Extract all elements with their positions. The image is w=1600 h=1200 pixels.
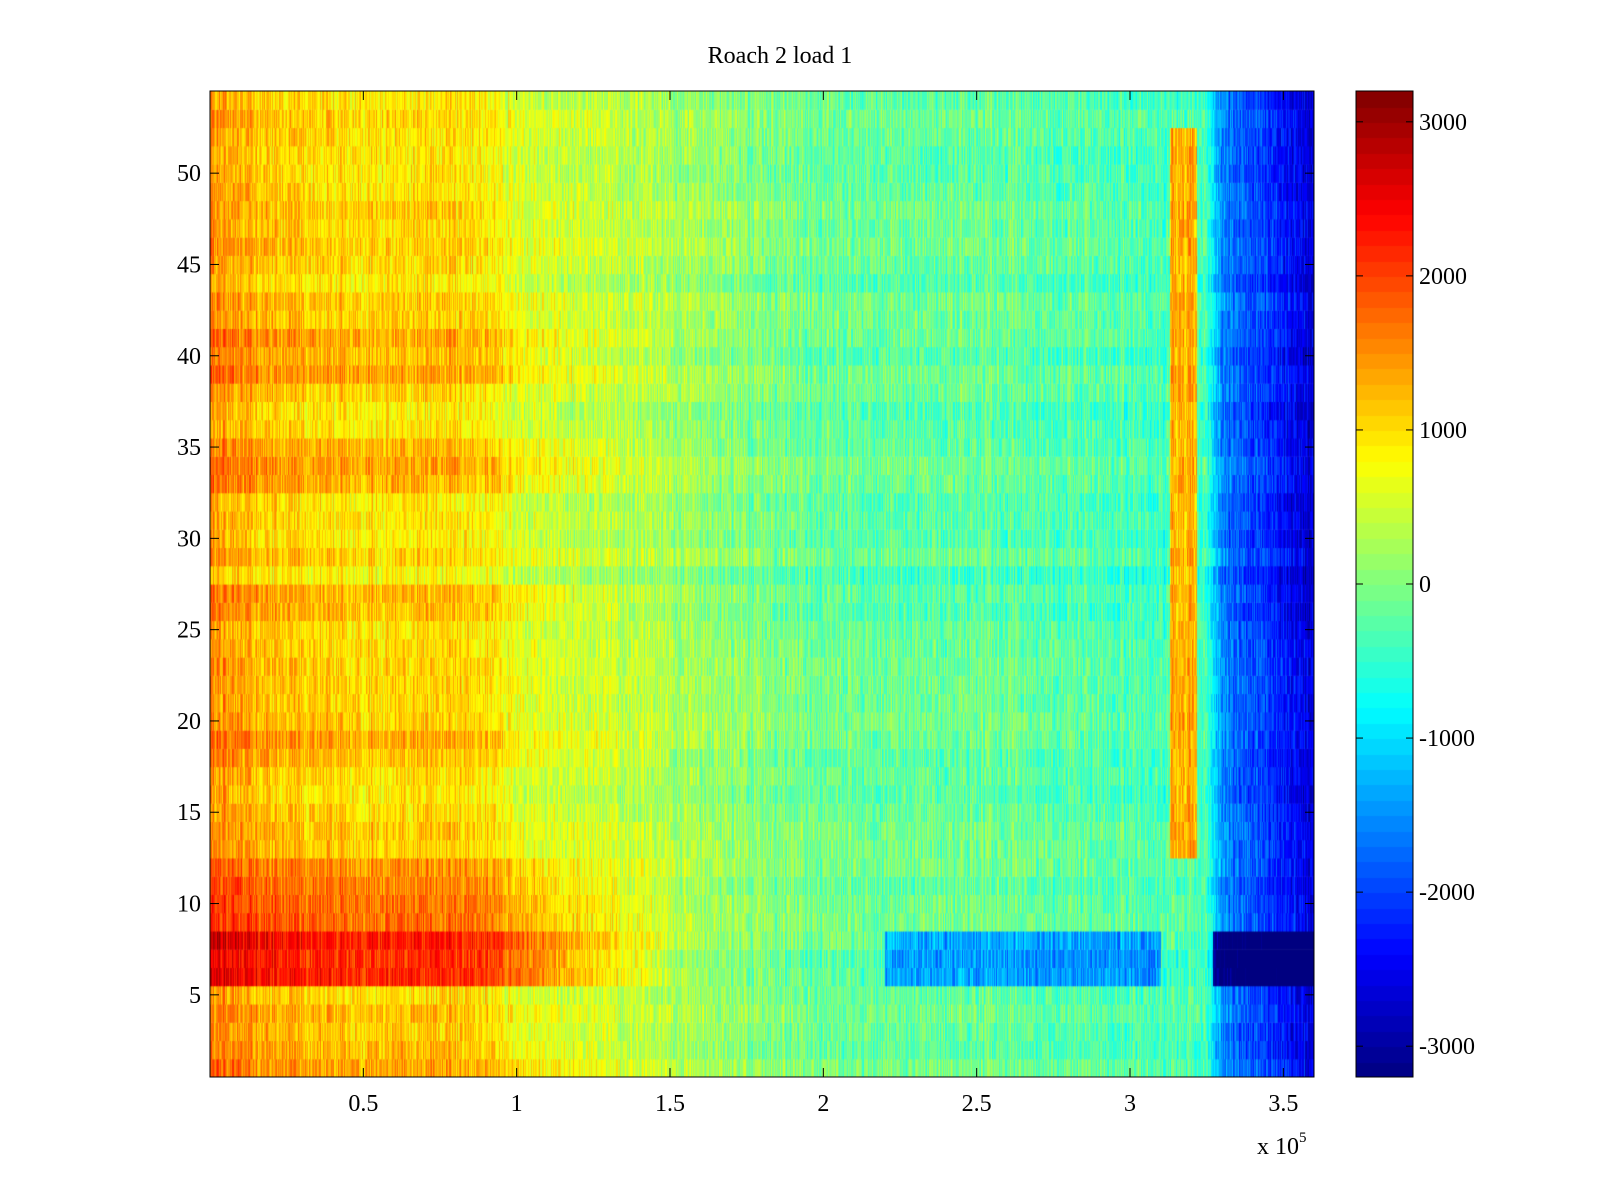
colorbar-frame: [1355, 90, 1414, 1078]
colorbar-tick-label: 1000: [1419, 418, 1467, 444]
y-tick-label: 30: [177, 526, 201, 552]
x-axis-multiplier: x 105: [1257, 1130, 1307, 1161]
plot-frame: [209, 90, 1315, 1078]
chart-title: Roach 2 load 1: [707, 43, 853, 69]
colorbar-tick-label: 0: [1419, 572, 1431, 598]
x-multiplier-exponent: 5: [1299, 1130, 1307, 1146]
y-tick-label: 10: [177, 892, 201, 918]
x-multiplier-base: x 10: [1257, 1134, 1299, 1160]
y-tick-label: 20: [177, 709, 201, 735]
x-tick-label: 3: [1124, 1091, 1136, 1117]
x-tick-label: 3.5: [1268, 1091, 1298, 1117]
y-tick-label: 50: [177, 161, 201, 187]
y-tick-label: 25: [177, 618, 201, 644]
y-tick-label: 15: [177, 800, 201, 826]
colorbar-tick-label: -3000: [1419, 1034, 1475, 1060]
y-tick-label: 5: [189, 983, 201, 1009]
heatmap-image: [210, 91, 1314, 1077]
colorbar-tick-label: 3000: [1419, 110, 1467, 136]
y-tick-label: 45: [177, 252, 201, 278]
x-tick-label: 1.5: [655, 1091, 685, 1117]
colorbar-tick-label: -2000: [1419, 880, 1475, 906]
y-tick-label: 35: [177, 435, 201, 461]
x-tick-label: 2: [817, 1091, 829, 1117]
colorbar-gradient: [1356, 91, 1413, 1077]
colorbar-tick-label: -1000: [1419, 726, 1475, 752]
x-tick-label: 0.5: [348, 1091, 378, 1117]
y-tick-label: 40: [177, 344, 201, 370]
x-tick-label: 2.5: [962, 1091, 992, 1117]
colorbar-tick-label: 2000: [1419, 264, 1467, 290]
x-tick-label: 1: [511, 1091, 523, 1117]
